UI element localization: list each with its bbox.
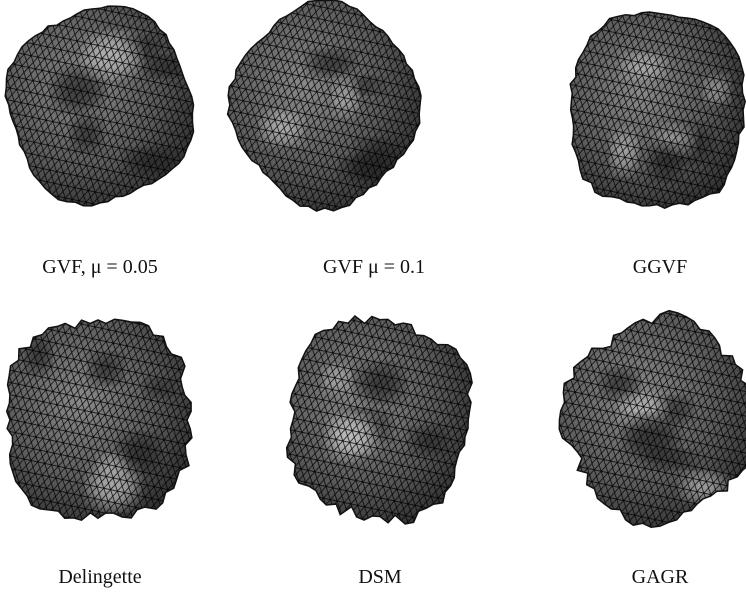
caption: DSM [260, 566, 500, 589]
mesh-renders [0, 0, 746, 593]
caption: GVF μ = 0.1 [254, 256, 494, 279]
caption: GAGR [540, 566, 746, 589]
caption: GGVF [540, 256, 746, 279]
wireframe [570, 12, 745, 208]
wireframe [228, 0, 421, 211]
mesh-blob [7, 319, 192, 520]
mesh-blob [570, 12, 745, 208]
caption: Delingette [0, 566, 220, 589]
caption: GVF, μ = 0.05 [0, 256, 220, 279]
mesh-blob [228, 0, 421, 211]
figure: GVF, μ = 0.05 GVF μ = 0.1 GGVF Delingett… [0, 0, 746, 593]
wireframe [7, 319, 192, 520]
